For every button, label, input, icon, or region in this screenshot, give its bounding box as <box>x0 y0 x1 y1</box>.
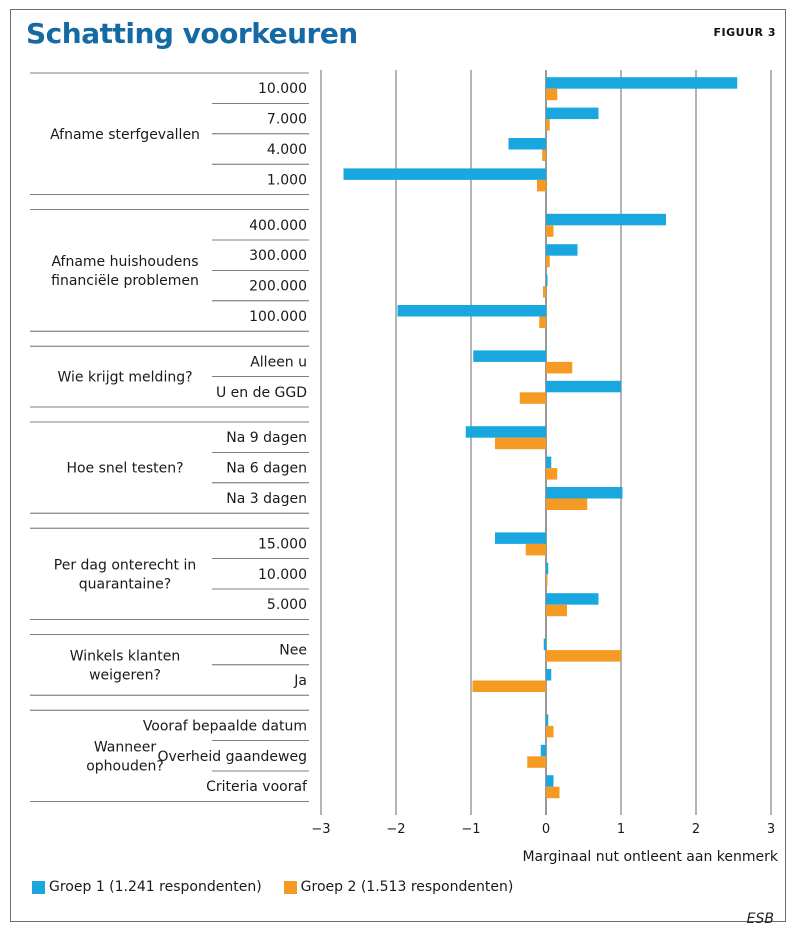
bar-group2 <box>546 88 558 101</box>
bar-group1 <box>546 380 621 393</box>
bar-group1 <box>546 487 623 499</box>
x-tick-label: 3 <box>767 822 775 837</box>
bar-group2 <box>542 149 546 161</box>
group-label: Per dag onterecht in <box>54 557 196 573</box>
bar-group1 <box>540 744 546 757</box>
group-label: Hoe snel testen? <box>66 461 183 477</box>
bar-group1 <box>546 213 666 226</box>
category-label: Na 6 dagen <box>226 461 307 477</box>
bar-group2 <box>546 119 550 131</box>
bar-group2 <box>546 574 548 586</box>
legend-item-group1: Groep 1 (1.241 respondenten) <box>32 879 262 895</box>
category-label: Overheid gaandeweg <box>157 749 307 765</box>
legend-label-group1: Groep 1 (1.241 respondenten) <box>49 879 262 895</box>
bar-group1 <box>465 426 546 438</box>
group-label: financiële problemen <box>51 273 199 289</box>
category-label: 5.000 <box>267 597 307 613</box>
x-axis-title: Marginaal nut ontleent aan kenmerk <box>522 849 778 865</box>
category-label: 7.000 <box>267 112 307 128</box>
category-label: 10.000 <box>258 567 307 583</box>
bar-group2 <box>546 786 560 799</box>
bar-group1 <box>546 669 552 681</box>
category-label: 300.000 <box>249 248 307 264</box>
category-label: 100.000 <box>249 309 307 325</box>
x-tick-label: 1 <box>617 822 625 837</box>
bar-group1 <box>508 138 546 150</box>
x-tick-label: −3 <box>311 822 330 837</box>
category-label: Alleen u <box>250 354 307 370</box>
x-tick-label: −2 <box>386 822 405 837</box>
bar-group2 <box>543 286 546 298</box>
category-label: 400.000 <box>249 218 307 234</box>
bar-group1 <box>546 107 599 120</box>
bar-group2 <box>546 725 554 738</box>
bar-group2 <box>472 680 546 692</box>
bar-group1 <box>343 168 546 180</box>
bar-group1 <box>546 562 549 575</box>
legend-swatch-group1 <box>32 880 45 894</box>
group-label: Winkels klanten <box>70 648 181 664</box>
bar-group2 <box>525 543 546 556</box>
group-label: ophouden? <box>86 758 164 774</box>
bar-group2 <box>546 468 558 480</box>
category-label: 200.000 <box>249 279 307 295</box>
category-label: U en de GGD <box>216 385 307 401</box>
x-tick-label: −1 <box>461 822 480 837</box>
bar-group1 <box>495 532 546 544</box>
bar-group2 <box>546 255 550 268</box>
bar-group2 <box>539 316 546 328</box>
bar-chart: −3 −2 −1 0 1 2 3 Marginaal nut ontleent aan ken… <box>30 70 779 865</box>
bar-group1 <box>473 350 546 362</box>
bar-group2 <box>537 179 546 192</box>
group-label: Afname huishoudens <box>51 254 198 270</box>
group-label: Wanneer <box>94 739 156 755</box>
category-label: Criteria vooraf <box>206 779 308 795</box>
category-label: Ja <box>293 673 307 689</box>
legend: Groep 1 (1.241 respondenten) Groep 2 (1.… <box>32 879 535 895</box>
bar-group1 <box>546 775 554 787</box>
category-label: 4.000 <box>267 142 307 158</box>
bar-group1 <box>546 77 738 89</box>
category-label: 1.000 <box>267 172 307 188</box>
bar-group2 <box>546 361 573 374</box>
source-label: ESB <box>746 911 774 927</box>
legend-swatch-group2 <box>283 880 297 894</box>
bar-group1 <box>546 244 578 256</box>
group-label: Afname sterfgevallen <box>50 127 200 143</box>
legend-item-group2: Groep 2 (1.513 respondenten) <box>283 879 514 895</box>
figure-label: FIGUUR 3 <box>713 26 776 39</box>
bar-group1 <box>546 456 552 469</box>
group-label: quarantaine? <box>79 576 171 592</box>
bar-group2 <box>546 498 588 510</box>
bar-group2 <box>527 756 546 768</box>
bar-group1 <box>397 305 546 317</box>
category-label: Na 3 dagen <box>226 491 307 507</box>
bar-group2 <box>495 437 546 450</box>
bar-group1 <box>543 638 546 651</box>
bar-group1 <box>546 714 549 726</box>
bar-group2 <box>519 392 546 404</box>
category-label: 15.000 <box>258 536 307 552</box>
legend-label-group2: Groep 2 (1.513 respondenten) <box>300 879 514 895</box>
x-tick-label: 0 <box>542 822 550 837</box>
bar-group1 <box>546 593 599 605</box>
group-label: weigeren? <box>89 667 161 683</box>
category-label: Na 9 dagen <box>226 430 307 446</box>
category-label: 10.000 <box>258 81 307 97</box>
group-label: Wie krijgt melding? <box>57 370 192 386</box>
figure-frame <box>10 9 786 922</box>
bar-group2 <box>546 225 554 237</box>
chart-title: Schatting voorkeuren <box>26 17 358 50</box>
bar-group2 <box>546 604 567 617</box>
category-label: Nee <box>279 643 307 659</box>
category-label: Vooraf bepaalde datum <box>143 718 307 734</box>
bar-group2 <box>546 650 621 662</box>
bar-group1 <box>546 274 548 287</box>
x-tick-label: 2 <box>692 822 700 837</box>
